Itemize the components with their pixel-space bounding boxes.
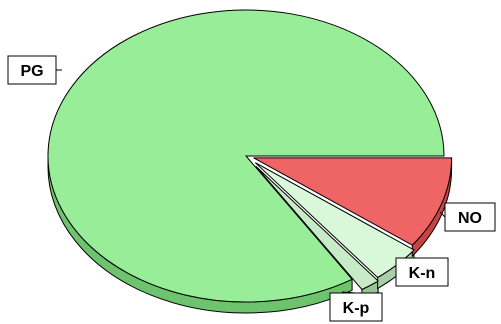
slice-label-k-p: K-p [329,291,383,322]
slice-label-text: PG [20,63,43,80]
slice-label-text: K-p [343,300,370,317]
slice-label-pg: PG [7,55,62,85]
slice-label-text: K-n [409,265,436,282]
slice-no [253,157,453,246]
slice-label-text: NO [458,210,482,227]
slice-pg [47,9,445,303]
slice-label-k-n: K-n [395,257,449,287]
pie-labels: PG NO K-n K-p [7,55,496,322]
pie-slices [47,9,453,303]
slice-k-p [255,165,379,291]
slice-label-no: NO [439,202,496,232]
